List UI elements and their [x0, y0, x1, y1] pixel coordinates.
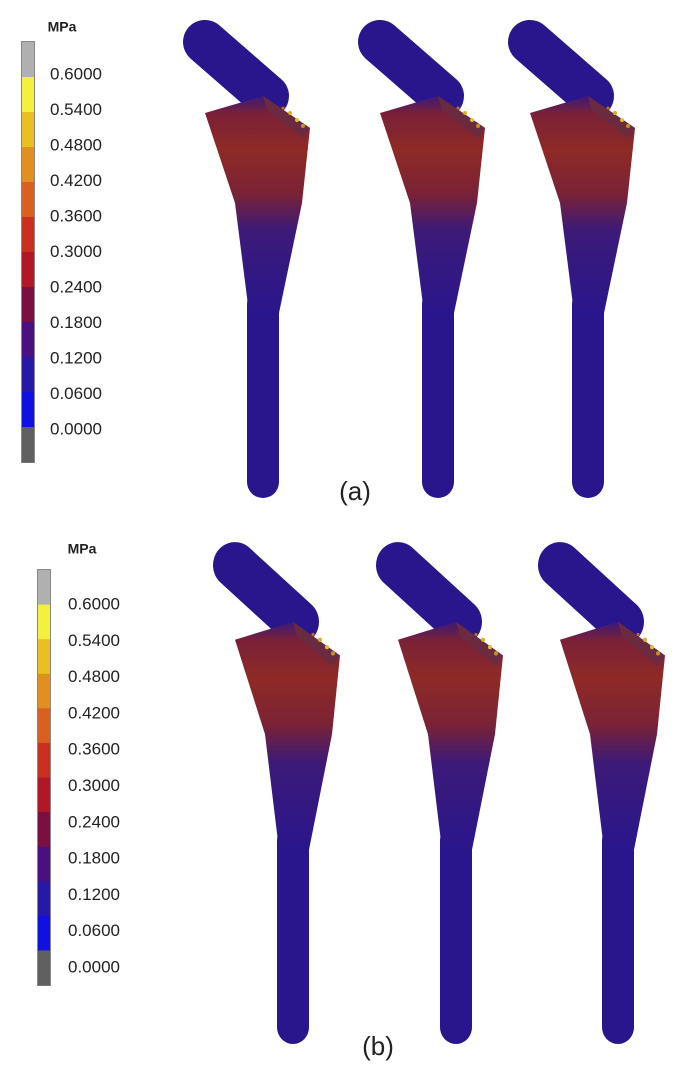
legend-label: 0.0600: [68, 921, 120, 940]
legend-band: [38, 950, 50, 985]
legend-band: [38, 778, 50, 813]
legend-band: [38, 916, 50, 951]
legend-band: [22, 252, 34, 288]
legend-label: 0.1200: [50, 348, 102, 367]
legend-label: 0.0000: [50, 419, 102, 438]
legend-label: 0.6000: [68, 594, 120, 613]
implant-stem: [205, 42, 310, 498]
legend-band: [38, 605, 50, 640]
legend-label: 0.2400: [68, 812, 120, 831]
legend-band: [22, 42, 34, 78]
legend-band: [22, 427, 34, 463]
legend-label: 0.4800: [50, 135, 102, 154]
legend-band: [22, 182, 34, 218]
legend-band: [38, 639, 50, 674]
legend-band: [38, 708, 50, 743]
legend-label: 0.1800: [50, 313, 102, 332]
legend-label: 0.4200: [68, 703, 120, 722]
legend-band: [22, 392, 34, 428]
legend-label: 0.1200: [68, 885, 120, 904]
legend-band: [22, 217, 34, 253]
implant-stem: [380, 42, 485, 498]
legend-band: [22, 77, 34, 113]
legend-label: 0.3000: [68, 776, 120, 795]
legend-label: 0.5400: [68, 631, 120, 650]
implant-stem: [398, 565, 503, 1044]
legend-label: 0.0000: [68, 957, 120, 976]
legend-band: [22, 322, 34, 358]
legend-band: [38, 881, 50, 916]
page: {"panels": [ {"unit": "MPa", "scale_labe…: [0, 0, 685, 1065]
legend-band: [22, 112, 34, 148]
legend-label: 0.3600: [50, 206, 102, 225]
implant-stem: [560, 565, 665, 1044]
panel-caption: (a): [339, 476, 371, 506]
legend-label: 0.3000: [50, 242, 102, 261]
implant-stem: [235, 565, 340, 1044]
legend-band: [38, 847, 50, 882]
legend-label: 0.1800: [68, 849, 120, 868]
figure: MPa 0.6000 0.5400 0.4800 0.4200 0.3600 0.3000 0…: [0, 0, 685, 1065]
legend-band: [38, 812, 50, 847]
legend-unit: MPa: [48, 19, 77, 35]
legend-label: 0.3600: [68, 740, 120, 759]
legend-label: 0.5400: [50, 100, 102, 119]
legend-label: 0.2400: [50, 277, 102, 296]
legend-unit: MPa: [68, 541, 97, 557]
legend-band: [22, 287, 34, 323]
legend-label: 0.4200: [50, 171, 102, 190]
legend-label: 0.6000: [50, 64, 102, 83]
legend-band: [38, 743, 50, 778]
legend-band: [22, 357, 34, 393]
legend-band: [38, 570, 50, 605]
legend-band: [38, 674, 50, 709]
panel-caption: (b): [362, 1031, 394, 1061]
legend-label: 0.0600: [50, 384, 102, 403]
legend-band: [22, 147, 34, 183]
implant-stem: [530, 42, 635, 498]
legend-label: 0.4800: [68, 667, 120, 686]
